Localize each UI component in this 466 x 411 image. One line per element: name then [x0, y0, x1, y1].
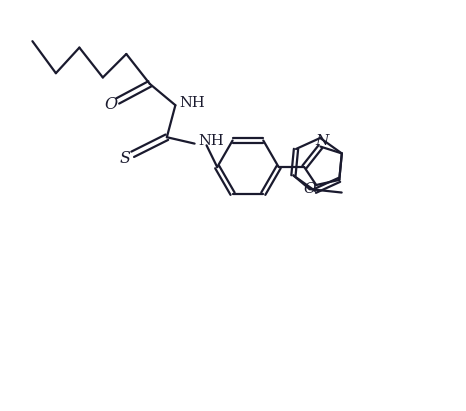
Text: S: S [120, 150, 131, 167]
Text: O: O [303, 182, 315, 196]
Text: NH: NH [180, 96, 206, 110]
Text: N: N [315, 134, 329, 148]
Text: O: O [104, 96, 117, 113]
Text: NH: NH [198, 134, 224, 148]
